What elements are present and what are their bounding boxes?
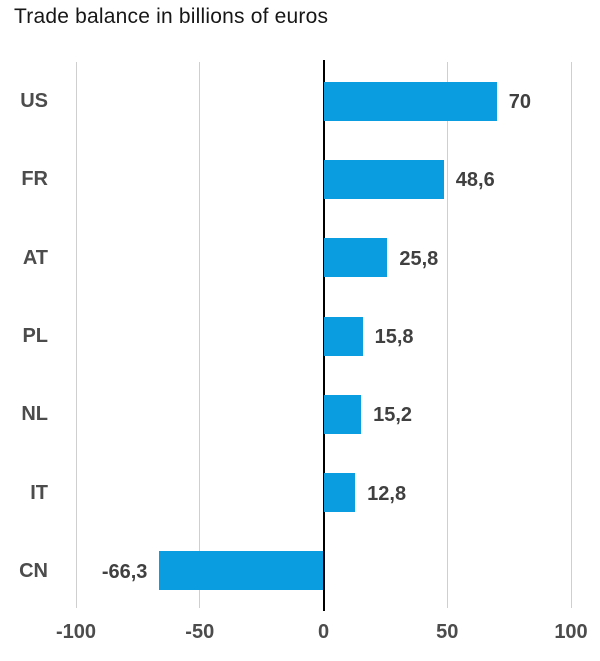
x-axis-tick-label: 50 [436,621,459,643]
category-label-pl: PL [22,325,48,347]
value-label-cn: -66,3 [101,560,148,583]
gridline-x-100 [570,62,572,608]
bar-nl [323,394,362,434]
category-label-at: AT [22,246,48,269]
bar-pl [323,316,363,356]
chart-title: Trade balance in billions of euros [14,5,329,28]
bar-it [323,473,356,513]
gridline-x--100 [75,62,77,608]
x-axis-tick-label: 0 [317,621,330,643]
value-label-pl: 15,8 [374,326,414,348]
value-label-fr: 48,6 [455,169,495,192]
x-axis-tick-label: -100 [55,621,97,643]
gridline-x--50 [199,62,201,608]
category-label-nl: NL [21,403,48,426]
category-label-fr: FR [21,168,48,191]
value-label-us: 70 [508,91,531,114]
gridline-x-50 [446,62,448,608]
value-label-at: 25,8 [399,247,439,270]
category-label-it: IT [30,481,48,504]
bar-fr [323,159,444,199]
x-axis-tick-label: 100 [554,621,588,643]
bar-us [323,81,497,121]
x-axis-tick-label: -50 [185,621,215,643]
value-label-it: 12,8 [367,482,407,505]
bar-at [323,238,388,278]
value-label-nl: 15,2 [373,404,413,427]
category-label-cn: CN [19,559,48,582]
category-label-us: US [20,90,48,113]
bar-cn [159,551,324,591]
